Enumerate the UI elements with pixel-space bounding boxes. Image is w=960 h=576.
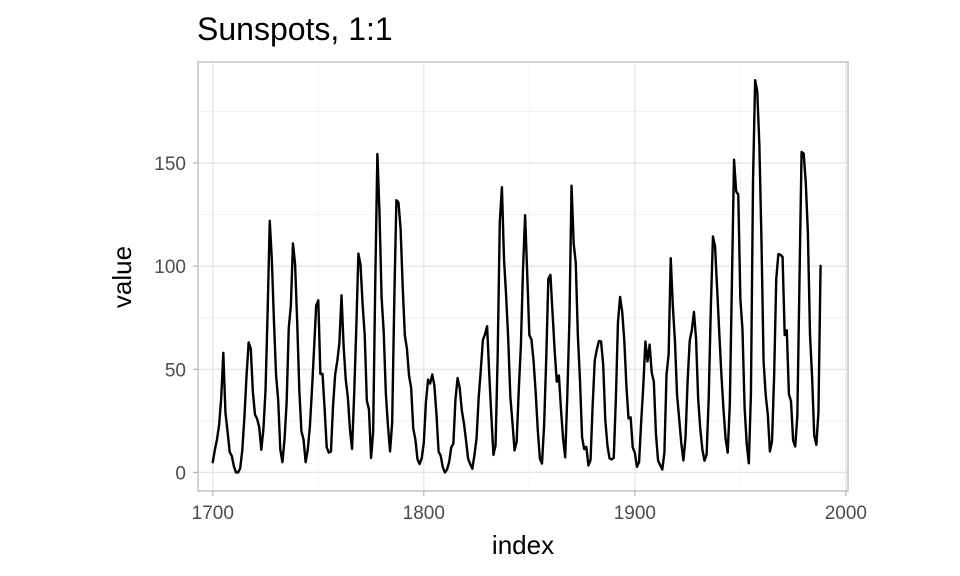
y-tick-label: 150 <box>154 154 186 175</box>
axis-layer: 1700 1800 1900 2000 0 50 100 150 <box>154 154 867 524</box>
y-tick-label: 0 <box>175 463 186 484</box>
x-axis-title: index <box>492 530 554 560</box>
series-line <box>211 78 822 474</box>
x-tick-label: 1700 <box>192 503 234 524</box>
y-axis-title: value <box>107 246 137 308</box>
line-layer <box>211 78 822 474</box>
panel-border <box>197 61 849 492</box>
y-tick-label: 50 <box>165 360 186 381</box>
x-tick-label: 1800 <box>403 503 445 524</box>
x-tick-label: 1900 <box>614 503 656 524</box>
y-tick-label: 100 <box>154 257 186 278</box>
x-tick-label: 2000 <box>825 503 867 524</box>
chart-title: Sunspots, 1:1 <box>197 11 393 47</box>
